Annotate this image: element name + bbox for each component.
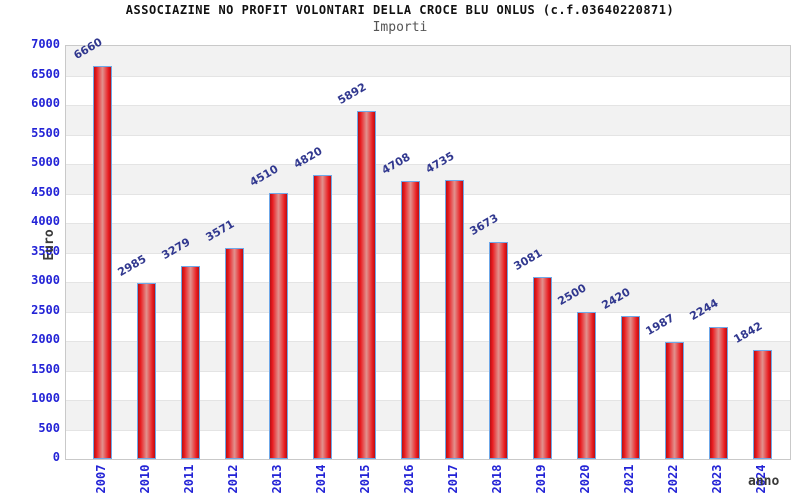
gridline [66, 282, 790, 283]
gridline [66, 105, 790, 106]
x-tick-label: 2014 [314, 464, 328, 494]
chart-title: ASSOCIAZINE NO PROFIT VOLONTARI DELLA CR… [125, 3, 675, 17]
grid-band [66, 194, 790, 224]
y-tick-label: 2000 [31, 332, 60, 346]
x-tick-label: 2018 [490, 464, 504, 494]
grid-band [66, 223, 790, 253]
x-tick-label: 2013 [270, 464, 284, 494]
grid-band [66, 164, 790, 194]
y-tick-label: 5500 [31, 125, 60, 140]
grid-band [66, 282, 790, 312]
y-tick-label: 7000 [31, 37, 60, 51]
bar [356, 111, 376, 459]
bar [576, 311, 596, 459]
bar [312, 174, 332, 459]
y-tick-label: 6000 [31, 96, 60, 110]
y-tick-label: 4000 [31, 214, 60, 228]
plot-area: 6660 2985 3279 3571 4510 4820 5892 4708 4735 3673… [65, 35, 791, 460]
bar [136, 282, 156, 459]
x-tick-label: 2016 [402, 464, 416, 494]
bar [224, 248, 244, 459]
bar [664, 341, 684, 459]
x-tick-label: 2015 [358, 464, 372, 494]
gridline [66, 75, 790, 77]
bar [92, 66, 112, 459]
x-tick-label: 2020 [578, 464, 592, 494]
x-tick-label: 2019 [534, 464, 548, 494]
y-tick-label: 1500 [31, 361, 60, 376]
bar [268, 192, 288, 459]
gridline [66, 252, 790, 254]
x-tick-label: 2022 [666, 464, 680, 494]
x-tick-label: 2023 [710, 464, 724, 494]
bar [532, 277, 552, 459]
gridline [66, 429, 790, 431]
bar [400, 181, 420, 459]
gridline [66, 223, 790, 224]
grid-band [66, 76, 790, 106]
x-tick-label: 2017 [446, 464, 460, 494]
x-tick-label: 2012 [226, 464, 240, 494]
chart-subtitle: Importi [372, 20, 428, 35]
x-tick-label: 2010 [138, 464, 152, 494]
gridline [66, 134, 790, 136]
grid-band [66, 135, 790, 165]
gridline [66, 400, 790, 401]
y-tick-label: 0 [52, 450, 60, 464]
y-tick-label: 5000 [31, 155, 60, 169]
x-tick-label: 2007 [94, 464, 108, 494]
y-tick-label: 1000 [31, 391, 60, 405]
y-tick-label: 6500 [31, 66, 60, 81]
bar [488, 242, 508, 459]
bar [620, 316, 640, 459]
x-tick-label: 2021 [622, 464, 636, 494]
grid-band [66, 46, 790, 76]
gridline [66, 193, 790, 195]
gridline [66, 341, 790, 342]
gridline [66, 370, 790, 372]
bar [752, 350, 772, 459]
bar [708, 326, 728, 459]
gridline [66, 164, 790, 165]
bar [444, 179, 464, 459]
grid-band [66, 312, 790, 342]
bar [180, 265, 200, 459]
y-axis-title: Euro [42, 229, 57, 261]
x-axis-title: anno [748, 474, 780, 489]
y-tick-label: 500 [38, 420, 60, 435]
gridline [66, 311, 790, 313]
y-tick-label: 3000 [31, 273, 60, 287]
y-tick-label: 3500 [31, 243, 60, 258]
x-tick-label: 2011 [182, 464, 196, 494]
y-tick-label: 4500 [31, 184, 60, 199]
y-tick-label: 2500 [31, 302, 60, 317]
grid-band [66, 105, 790, 135]
